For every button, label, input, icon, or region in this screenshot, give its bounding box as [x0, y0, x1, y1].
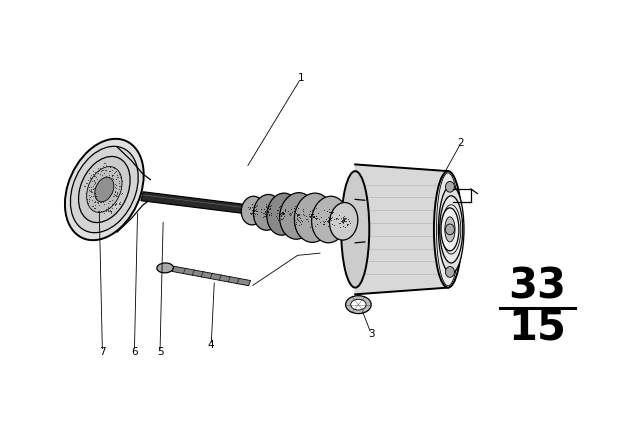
Ellipse shape — [65, 139, 144, 240]
Ellipse shape — [312, 196, 348, 243]
Ellipse shape — [95, 177, 114, 202]
Text: 7: 7 — [99, 347, 106, 357]
Ellipse shape — [341, 171, 369, 288]
Polygon shape — [172, 266, 251, 286]
Polygon shape — [141, 192, 248, 214]
Text: 2: 2 — [458, 138, 464, 148]
Ellipse shape — [294, 193, 333, 242]
Ellipse shape — [346, 296, 371, 314]
Ellipse shape — [442, 205, 461, 254]
Ellipse shape — [253, 194, 282, 230]
Ellipse shape — [441, 208, 459, 251]
Ellipse shape — [440, 196, 463, 263]
Ellipse shape — [445, 217, 455, 242]
Ellipse shape — [280, 193, 316, 239]
Ellipse shape — [434, 171, 462, 288]
Text: 1: 1 — [298, 73, 304, 83]
Ellipse shape — [79, 156, 130, 223]
Ellipse shape — [438, 185, 464, 273]
Text: 3: 3 — [368, 329, 374, 339]
Text: 5: 5 — [157, 347, 163, 357]
Ellipse shape — [445, 181, 454, 192]
Text: 6: 6 — [131, 347, 138, 357]
Ellipse shape — [241, 196, 264, 225]
Ellipse shape — [86, 167, 122, 212]
Text: 15: 15 — [509, 306, 566, 348]
Ellipse shape — [445, 267, 454, 277]
Ellipse shape — [70, 146, 138, 233]
Ellipse shape — [267, 193, 299, 235]
Ellipse shape — [157, 263, 173, 273]
Ellipse shape — [351, 299, 366, 310]
Ellipse shape — [330, 202, 358, 240]
Text: 4: 4 — [208, 340, 214, 350]
Polygon shape — [355, 164, 448, 294]
Ellipse shape — [445, 224, 454, 235]
Text: 33: 33 — [509, 266, 566, 308]
